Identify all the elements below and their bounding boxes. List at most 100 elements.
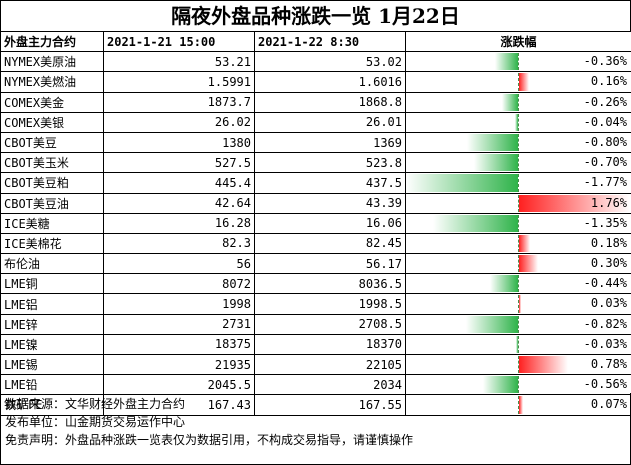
cell-curr-price: 2708.5 (254, 313, 406, 335)
cell-change-bar: -1.35% (404, 212, 631, 234)
cell-contract-name: 布伦油 (0, 253, 104, 275)
cell-prev-price: 53.21 (103, 51, 255, 73)
table-row: CBOT美豆 1380 1369 -0.80% (0, 131, 631, 154)
cell-change-bar: -0.36% (404, 51, 631, 73)
page-title: 隔夜外盘品种涨跌一览 1月22日 (0, 0, 631, 32)
change-bar (483, 376, 518, 394)
table-row: 铁矿FE 167.43 167.55 0.07% (0, 394, 631, 416)
cell-prev-price: 167.43 (103, 394, 255, 416)
col-header-change: 涨跌幅 (404, 30, 631, 53)
col-header-prev: 2021-1-21 15:00 (103, 30, 255, 53)
cell-prev-price: 82.3 (103, 232, 255, 255)
table-row: COMEX美金 1873.7 1868.8 -0.26% (0, 91, 631, 113)
footer-source: 数据来源：文华财经外盘主力合约 (5, 397, 186, 411)
change-bar (519, 194, 630, 212)
table-row: LME镍 18375 18370 -0.03% (0, 333, 631, 356)
cell-curr-price: 22105 (254, 353, 406, 376)
cell-prev-price: 1380 (103, 131, 255, 154)
table-body: NYMEX美原油 53.21 53.02 -0.36% NYMEX美燃油 1.5991 1.… (0, 51, 631, 416)
cell-change-bar: 0.78% (404, 353, 631, 376)
zero-axis-line (518, 93, 519, 111)
table-row: CBOT美豆油 42.64 43.39 1.76% (0, 192, 631, 214)
change-bar (495, 53, 518, 71)
table-row: LME铅 2045.5 2034 -0.56% (0, 374, 631, 396)
cell-curr-price: 1868.8 (254, 91, 406, 113)
footer-notes: 数据来源：文华财经外盘主力合约 发布单位：山金期货交易运作中心 免责声明：外盘品… (0, 393, 631, 465)
cell-contract-name: NYMEX美原油 (0, 51, 104, 73)
cell-curr-price: 82.45 (254, 232, 406, 255)
cell-contract-name: CBOT美豆油 (0, 192, 104, 214)
cell-change-bar: 0.18% (404, 232, 631, 255)
cell-curr-price: 26.01 (254, 111, 406, 133)
zero-axis-line (518, 53, 519, 71)
change-bar (433, 214, 518, 232)
cell-curr-price: 1.6016 (254, 71, 406, 93)
cell-prev-price: 1873.7 (103, 91, 255, 113)
change-bar (519, 295, 521, 313)
cell-prev-price: 1998 (103, 293, 255, 315)
cell-change-bar: 0.07% (404, 394, 631, 416)
cell-contract-name: LME镍 (0, 333, 104, 356)
cell-change-bar: -0.56% (404, 374, 631, 396)
cell-contract-name: LME铅 (0, 374, 104, 396)
cell-curr-price: 8036.5 (254, 273, 406, 295)
cell-prev-price: 26.02 (103, 111, 255, 133)
quote-table: 外盘主力合约 2021-1-21 15:00 2021-1-22 8:30 涨跌… (0, 30, 631, 416)
cell-prev-price: 8072 (103, 273, 255, 295)
cell-change-bar: 0.30% (404, 253, 631, 275)
change-bar (466, 315, 518, 333)
cell-curr-price: 16.06 (254, 212, 406, 234)
cell-change-pct: 0.78% (590, 357, 628, 371)
table-row: CBOT美玉米 527.5 523.8 -0.70% (0, 152, 631, 174)
table-row: ICE美糖 16.28 16.06 -1.35% (0, 212, 631, 234)
change-bar (519, 356, 568, 374)
zero-axis-line (518, 214, 519, 232)
zero-axis-line (518, 356, 519, 374)
table-row: LME锡 21935 22105 0.78% (0, 353, 631, 376)
cell-contract-name: ICE美糖 (0, 212, 104, 234)
cell-change-pct: -1.35% (583, 215, 628, 230)
cell-prev-price: 18375 (103, 333, 255, 356)
cell-change-pct: -0.82% (583, 316, 628, 331)
zero-axis-line (518, 275, 519, 293)
cell-change-pct: 0.03% (590, 296, 628, 311)
cell-curr-price: 56.17 (254, 253, 406, 275)
cell-contract-name: CBOT美豆 (0, 131, 104, 154)
cell-prev-price: 56 (103, 253, 255, 275)
cell-contract-name: COMEX美银 (0, 111, 104, 133)
zero-axis-line (518, 113, 519, 131)
cell-change-bar: -0.44% (404, 273, 631, 295)
cell-change-pct: 0.16% (590, 74, 628, 89)
cell-contract-name: NYMEX美燃油 (0, 71, 104, 93)
cell-change-pct: -0.26% (583, 94, 628, 109)
table-row: NYMEX美燃油 1.5991 1.6016 0.16% (0, 71, 631, 93)
table-row: CBOT美豆粕 445.4 437.5 -1.77% (0, 172, 631, 194)
cell-change-bar: -0.26% (404, 91, 631, 113)
cell-contract-name: LME铝 (0, 293, 104, 315)
zero-axis-line (518, 335, 519, 353)
cell-change-pct: -0.70% (583, 155, 628, 170)
cell-contract-name: LME铜 (0, 273, 104, 295)
zero-axis-line (518, 234, 519, 253)
cell-curr-price: 53.02 (254, 51, 406, 73)
zero-axis-line (518, 174, 519, 192)
cell-change-pct: -0.03% (583, 336, 628, 351)
cell-curr-price: 1998.5 (254, 293, 406, 315)
cell-curr-price: 43.39 (254, 192, 406, 214)
cell-prev-price: 1.5991 (103, 71, 255, 93)
cell-change-bar: -0.82% (404, 313, 631, 335)
zero-axis-line (518, 295, 519, 313)
change-bar (474, 154, 518, 172)
cell-curr-price: 2034 (254, 374, 406, 396)
zero-axis-line (518, 133, 519, 152)
cell-change-bar: 0.16% (404, 71, 631, 93)
header-row: 外盘主力合约 2021-1-21 15:00 2021-1-22 8:30 涨跌… (0, 30, 631, 53)
cell-change-bar: -0.80% (404, 131, 631, 154)
cell-change-bar: -0.04% (404, 111, 631, 133)
zero-axis-line (518, 376, 519, 394)
table-row: LME铝 1998 1998.5 0.03% (0, 293, 631, 315)
cell-prev-price: 2045.5 (103, 374, 255, 396)
zero-axis-line (518, 154, 519, 172)
cell-prev-price: 21935 (103, 353, 255, 376)
